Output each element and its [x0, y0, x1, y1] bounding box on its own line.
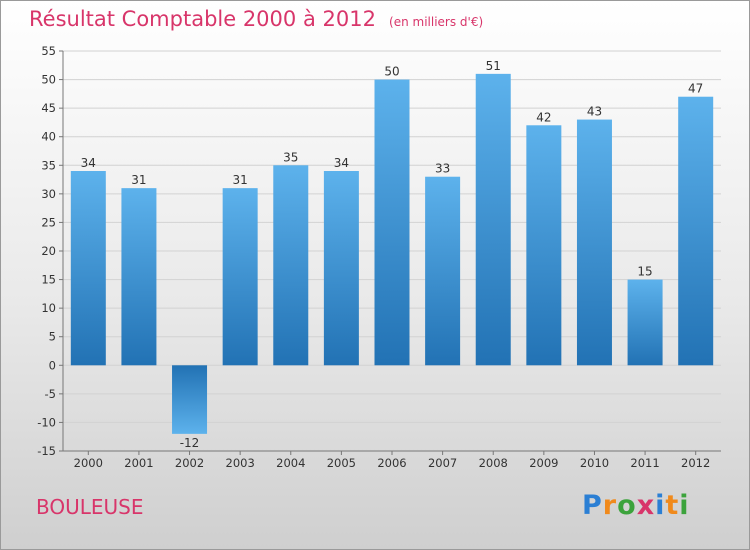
logo-letter: o	[617, 490, 637, 521]
logo-letter: r	[602, 490, 618, 521]
x-tick-label-2011: 2011	[630, 456, 659, 470]
x-tick-label-2003: 2003	[226, 456, 255, 470]
y-tick-label: 0	[49, 358, 56, 372]
logo-letter: x	[636, 490, 656, 521]
x-tick-label-2005: 2005	[327, 456, 356, 470]
y-tick-label: 40	[41, 130, 56, 144]
y-tick-label: 5	[49, 330, 56, 344]
bar-2009	[526, 125, 562, 366]
chart-unit: (en milliers d'€)	[389, 15, 484, 29]
data-label-2011: 15	[637, 265, 652, 279]
y-tick-label: 50	[41, 73, 56, 87]
logo-letter: i	[679, 490, 690, 521]
y-tick-label: -10	[37, 415, 56, 429]
bar-2002	[172, 365, 208, 434]
data-label-2002: -12	[180, 436, 200, 450]
y-tick-label: 30	[41, 187, 56, 201]
bar-2000	[70, 171, 106, 366]
commune-name: BOULEUSE	[36, 495, 144, 519]
x-tick-label-2009: 2009	[529, 456, 558, 470]
bar-2003	[222, 188, 258, 366]
data-label-2003: 31	[233, 173, 248, 187]
x-tick-label-2007: 2007	[428, 456, 457, 470]
bar-2007	[425, 176, 461, 366]
data-label-2001: 31	[131, 173, 146, 187]
x-tick-label-2006: 2006	[377, 456, 406, 470]
x-tick-label-2001: 2001	[124, 456, 153, 470]
bar-2006	[374, 79, 410, 366]
data-label-2007: 33	[435, 162, 450, 176]
y-tick-label: -5	[45, 387, 56, 401]
x-tick-label-2010: 2010	[580, 456, 609, 470]
bar-2005	[323, 171, 359, 366]
logo-letter: P	[582, 490, 603, 521]
bar-2004	[273, 165, 309, 366]
bar-2008	[475, 73, 511, 366]
x-tick-label-2008: 2008	[479, 456, 508, 470]
y-tick-label: 25	[41, 215, 56, 229]
data-label-2008: 51	[486, 59, 501, 73]
x-tick-label-2012: 2012	[681, 456, 710, 470]
bar-2001	[121, 188, 157, 366]
y-tick-label: 55	[41, 44, 56, 58]
y-tick-label: 35	[41, 158, 56, 172]
chart-title-block: Résultat Comptable 2000 à 2012 (en milli…	[29, 7, 483, 31]
x-tick-label-2000: 2000	[74, 456, 103, 470]
data-label-2006: 50	[384, 65, 399, 79]
bar-2011	[627, 279, 663, 366]
y-tick-label: 45	[41, 101, 56, 115]
logo-letter: t	[665, 490, 680, 521]
y-tick-label: 10	[41, 301, 56, 315]
data-label-2004: 35	[283, 150, 298, 164]
bar-2010	[576, 119, 612, 366]
data-label-2000: 34	[81, 156, 96, 170]
x-tick-label-2004: 2004	[276, 456, 305, 470]
data-label-2005: 34	[334, 156, 349, 170]
y-tick-label: -15	[37, 444, 56, 458]
y-tick-label: 20	[41, 244, 56, 258]
x-tick-label-2002: 2002	[175, 456, 204, 470]
bar-2012	[678, 96, 714, 366]
logo-letter: i	[655, 490, 666, 521]
data-label-2010: 43	[587, 105, 602, 119]
data-label-2012: 47	[688, 82, 703, 96]
data-label-2009: 42	[536, 110, 551, 124]
y-tick-label: 15	[41, 273, 56, 287]
proxiti-logo: Proxiti	[582, 490, 690, 521]
chart-title: Résultat Comptable 2000 à 2012	[29, 7, 376, 31]
